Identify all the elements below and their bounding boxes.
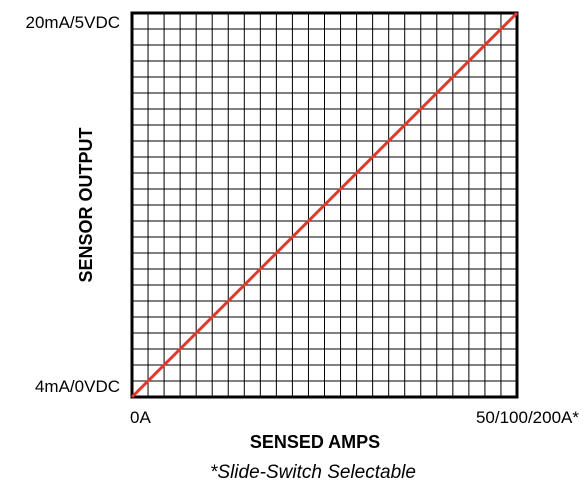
y-tick-label-min: 4mA/0VDC: [35, 377, 120, 396]
x-tick-label-max: 50/100/200A*: [476, 408, 579, 427]
footnote: *Slide-Switch Selectable: [210, 462, 416, 483]
grid: [132, 13, 517, 397]
x-axis-label: SENSED AMPS: [250, 432, 380, 452]
x-tick-label-min: 0A: [130, 408, 151, 427]
y-tick-label-max: 20mA/5VDC: [26, 13, 120, 32]
series-line-0: [130, 11, 519, 399]
y-axis-label: SENSOR OUTPUT: [76, 127, 96, 282]
series-group: [130, 11, 519, 399]
plot-frame: [130, 11, 519, 399]
